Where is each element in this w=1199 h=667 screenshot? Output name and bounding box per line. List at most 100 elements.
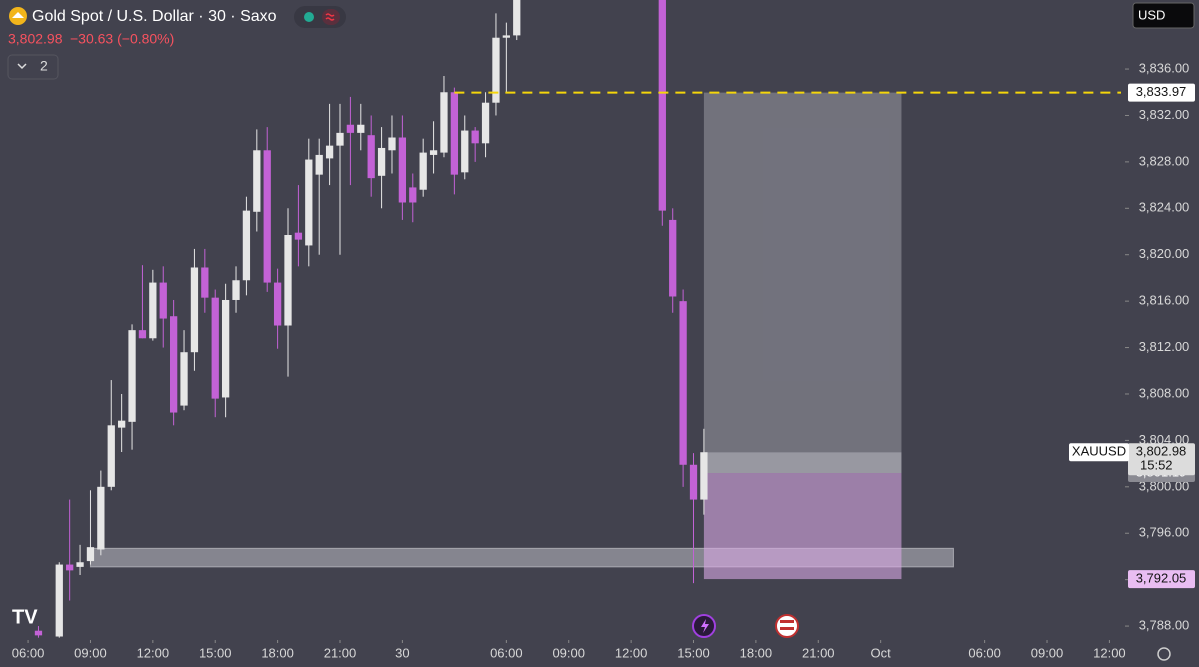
- candle-body: [481, 102, 490, 144]
- chevron: [17, 63, 27, 70]
- candle-body: [409, 187, 417, 203]
- candle-body: [679, 301, 687, 465]
- stop-price-label-box: [1128, 570, 1195, 589]
- y-tick-label: 3,816.00: [1139, 293, 1190, 308]
- candle-body: [492, 37, 500, 103]
- x-tick-label: 21:00: [324, 645, 357, 660]
- candle-body: [388, 137, 396, 151]
- market-open-dot: [304, 12, 314, 22]
- candle-body: [325, 145, 334, 159]
- x-tick-label: 30: [395, 645, 409, 660]
- candle-body: [221, 299, 230, 398]
- x-tick-label: 12:00: [615, 645, 648, 660]
- candle-body: [315, 154, 323, 175]
- y-tick-label: 3,820.00: [1139, 246, 1190, 261]
- symbol-label-box: [1069, 443, 1129, 462]
- price-change: −30.63 (−0.80%): [70, 31, 174, 47]
- candle-body: [700, 452, 708, 500]
- candle-body: [669, 219, 677, 297]
- us-event-icon[interactable]: [775, 614, 799, 638]
- candle-body: [66, 564, 74, 571]
- y-tick-label: 3,808.00: [1139, 385, 1190, 400]
- candle-body: [513, 0, 521, 36]
- symbol-icon-glyph: [12, 12, 24, 18]
- event-glyph: [701, 619, 709, 633]
- candle-body: [34, 630, 43, 636]
- current-price-label-box: [1128, 443, 1195, 476]
- status-glyph: [325, 13, 335, 21]
- indicator-toggle[interactable]: [7, 54, 59, 80]
- candle-body: [201, 267, 209, 298]
- candle-body: [97, 486, 105, 550]
- y-tick-label: 3,804.00: [1139, 432, 1190, 447]
- candle-body: [128, 330, 136, 422]
- x-tick-label: 21:00: [802, 645, 835, 660]
- countdown: 15:52: [1140, 458, 1173, 473]
- x-tick-label: 09:00: [1031, 645, 1064, 660]
- target-area: [703, 92, 902, 453]
- candle-body: [336, 132, 344, 146]
- stop-price-label: 3,792.05: [1136, 571, 1187, 586]
- currency: USD: [1138, 7, 1165, 22]
- candle-body: [450, 92, 459, 175]
- x-tick-label: 12:00: [1093, 645, 1126, 660]
- candle-body: [429, 150, 438, 155]
- status-icon: [322, 9, 340, 25]
- x-tick-label: 09:00: [552, 645, 585, 660]
- candle-body: [232, 280, 240, 300]
- x-tick-label: Oct: [871, 645, 892, 660]
- x-tick-label: 12:00: [137, 645, 170, 660]
- candle-body: [357, 124, 365, 133]
- plot-area: [34, 0, 1121, 638]
- x-tick-label: 09:00: [74, 645, 107, 660]
- x-tick-label: 06:00: [968, 645, 1001, 660]
- x-tick-label: 18:00: [261, 645, 294, 660]
- candle-body: [55, 564, 63, 637]
- y-tick-label: 3,824.00: [1139, 200, 1190, 215]
- candle-body: [149, 282, 157, 339]
- candle-body: [689, 464, 698, 500]
- candle-body: [367, 135, 375, 179]
- x-tick-label: 06:00: [490, 645, 523, 660]
- candle-body: [294, 232, 303, 240]
- candle-body: [263, 150, 271, 283]
- y-tick-label: 3,836.00: [1139, 60, 1190, 75]
- candle-body: [658, 0, 666, 211]
- target-price-label-box: [1128, 83, 1195, 102]
- axes: 3,788.003,792.003,796.003,800.003,804.00…: [12, 60, 1195, 660]
- candle-body: [242, 210, 251, 281]
- currency-button[interactable]: [1132, 2, 1195, 29]
- candle-body: [377, 147, 386, 176]
- y-tick-label: 3,796.00: [1139, 525, 1190, 540]
- open-pnl-area: [703, 452, 902, 474]
- candle-body: [76, 562, 84, 567]
- x-tick-label: 15:00: [677, 645, 710, 660]
- candle-body: [211, 297, 219, 399]
- current-price-label: 3,802.98: [1136, 444, 1187, 459]
- candle-body: [107, 425, 115, 487]
- candle-body: [118, 420, 126, 428]
- candle-body: [86, 547, 95, 562]
- candle-body: [169, 316, 178, 413]
- x-tick-label: 18:00: [740, 645, 773, 660]
- chart-title: Gold Spot / U.S. Dollar · 30 · Saxo: [32, 8, 277, 25]
- candle-body: [138, 330, 147, 339]
- y-tick-label: 3,788.00: [1139, 618, 1190, 633]
- settings-icon[interactable]: [1157, 647, 1171, 661]
- x-tick-label: 06:00: [12, 645, 45, 660]
- candle-body: [305, 159, 313, 246]
- stop-area: [703, 473, 902, 580]
- candle-body: [253, 150, 261, 212]
- candle-body: [346, 124, 355, 133]
- last-price: 3,802.98: [8, 31, 63, 47]
- symbol-label: XAUUSD: [1072, 444, 1126, 459]
- flag-stripe: [780, 627, 794, 630]
- candle-body: [273, 282, 282, 326]
- candle-body: [284, 234, 292, 326]
- candle-body: [502, 35, 510, 38]
- candle-body: [461, 130, 469, 173]
- tv-logo: TV: [12, 606, 38, 628]
- candle-body: [190, 267, 199, 353]
- target-price-label: 3,833.97: [1136, 84, 1187, 99]
- candle-body: [398, 137, 407, 203]
